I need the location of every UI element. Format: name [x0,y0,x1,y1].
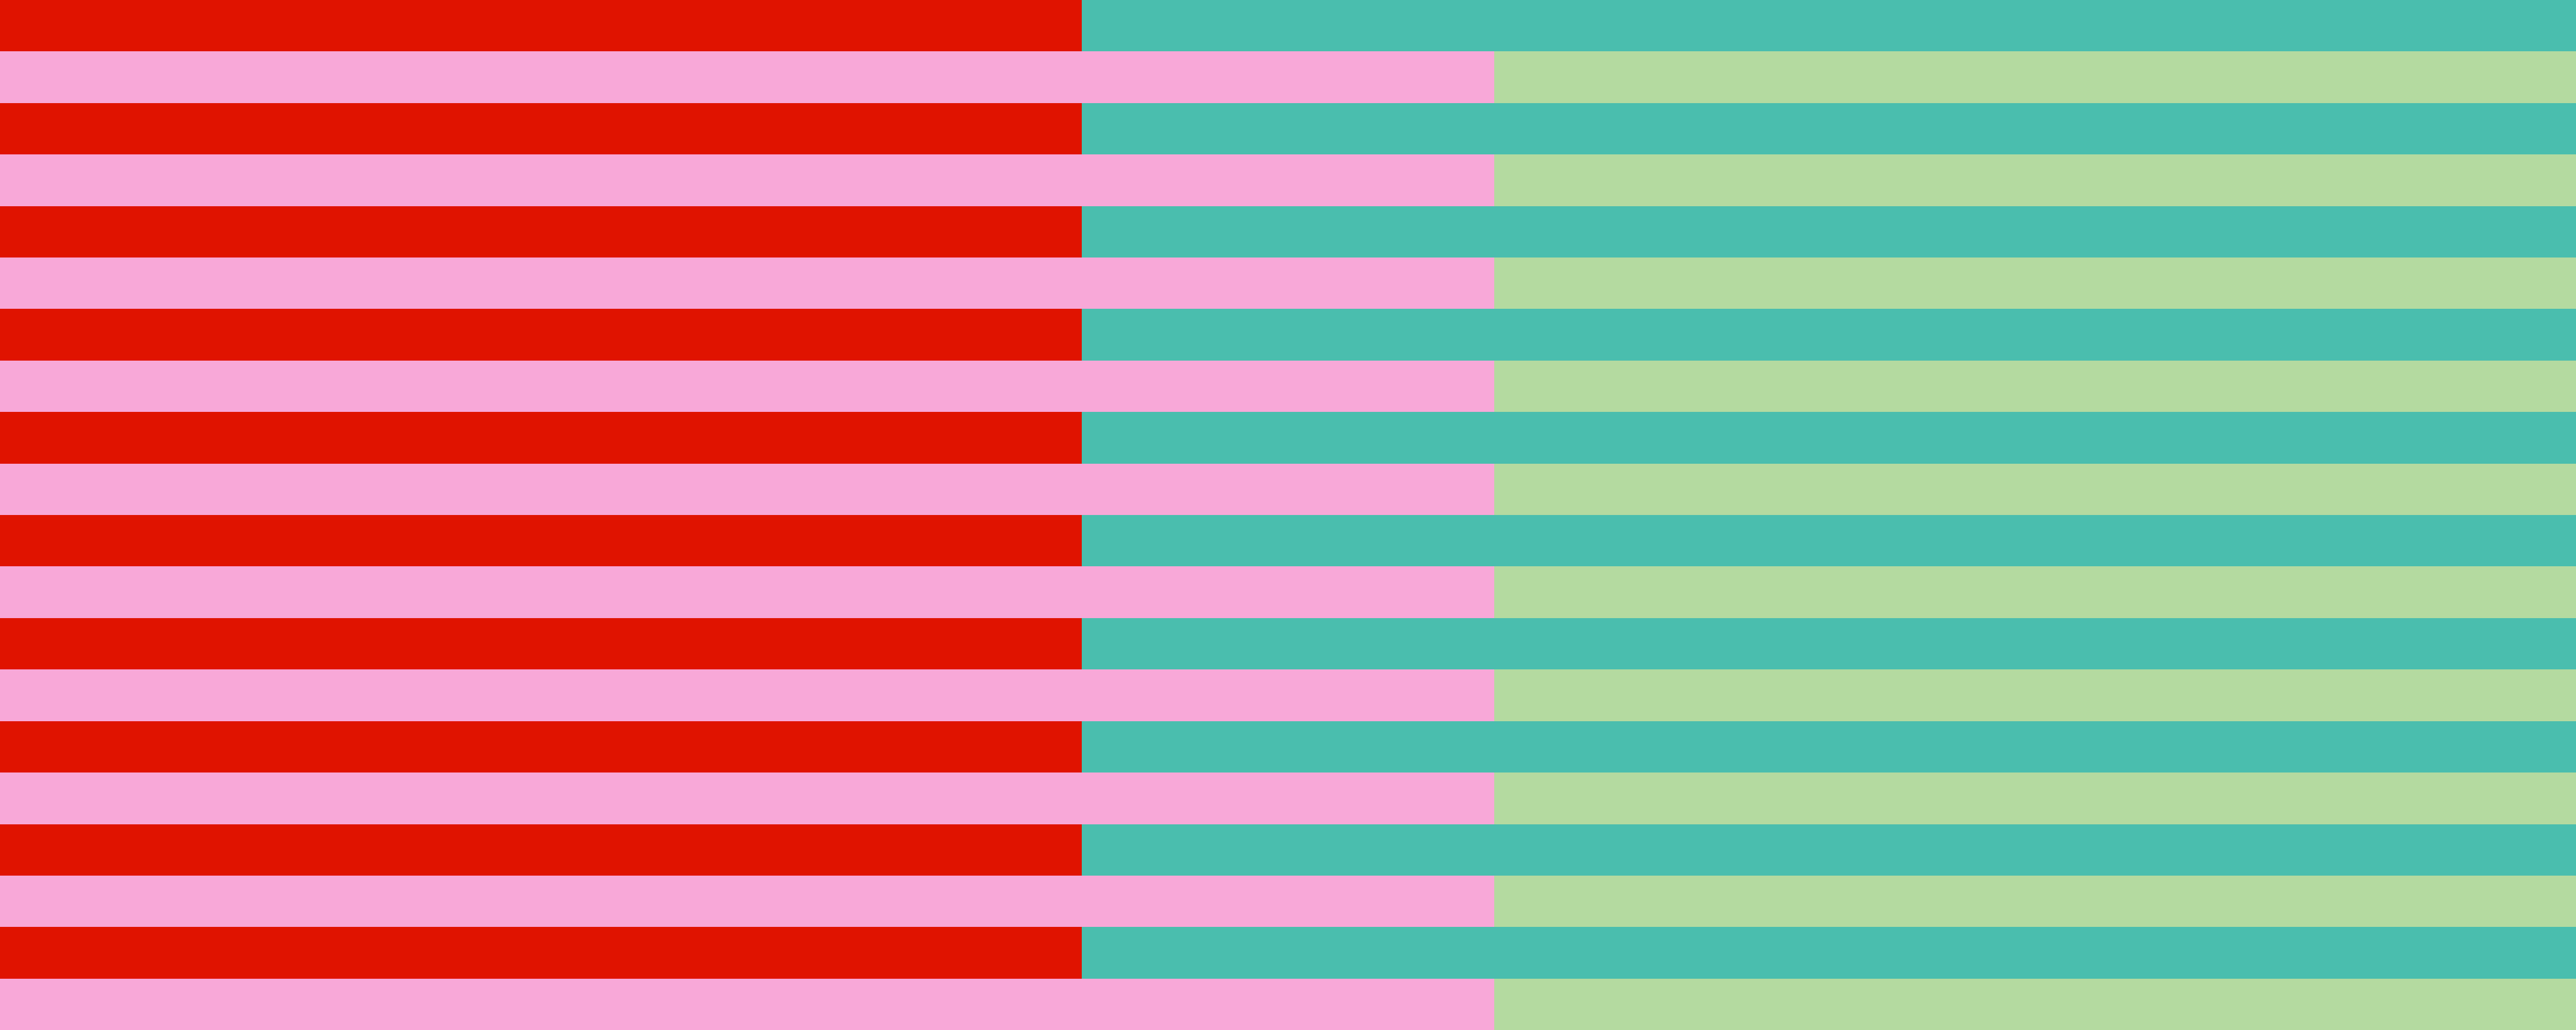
stripe-row [0,154,2576,206]
stripe-right-segment [1494,566,2576,618]
stripe-row [0,206,2576,258]
stripe-row [0,772,2576,824]
stripe-left-segment [0,824,1082,876]
stripe-left-segment [0,412,1082,464]
stripe-row [0,412,2576,464]
stripe-row [0,360,2576,412]
stripe-right-segment [1494,669,2576,721]
stripe-row [0,566,2576,618]
stripe-right-segment [1494,875,2576,927]
stripe-row [0,669,2576,721]
stripe-row [0,721,2576,773]
stripe-row [0,927,2576,979]
stripe-left-segment [0,103,1082,155]
stripe-left-segment [0,463,1494,516]
stripe-right-segment [1082,618,2576,670]
stripe-left-segment [0,360,1494,412]
stripe-left-segment [0,927,1082,979]
stripe-right-segment [1082,412,2576,464]
stripe-left-segment [0,566,1494,618]
stripe-right-segment [1494,258,2576,309]
stripe-right-segment [1082,309,2576,361]
stripe-left-segment [0,772,1494,824]
stripe-left-segment [0,51,1494,103]
stripe-right-segment [1494,463,2576,516]
stripe-left-segment [0,669,1494,721]
stripe-row [0,309,2576,361]
stripe-row [0,618,2576,670]
stripe-row [0,103,2576,155]
stripe-right-segment [1082,721,2576,773]
stripe-left-segment [0,309,1082,361]
stripe-left-segment [0,0,1082,52]
stripe-left-segment [0,515,1082,567]
stripe-row [0,258,2576,309]
stripe-row [0,515,2576,567]
stripe-right-segment [1082,927,2576,979]
stripe-left-segment [0,154,1494,206]
stripe-right-segment [1082,103,2576,155]
stripe-left-segment [0,618,1082,670]
stripe-right-segment [1494,360,2576,412]
stripe-left-segment [0,875,1494,927]
stripe-right-segment [1082,824,2576,876]
stripe-row [0,0,2576,52]
stripe-right-segment [1494,51,2576,103]
stripe-right-segment [1494,978,2576,1030]
stripe-left-segment [0,978,1494,1030]
stripe-right-segment [1494,154,2576,206]
stripe-row [0,875,2576,927]
stripe-left-segment [0,206,1082,258]
stripe-right-segment [1082,206,2576,258]
stripe-right-segment [1082,0,2576,52]
stripe-row [0,978,2576,1030]
stripe-left-segment [0,258,1494,309]
stripe-row [0,463,2576,516]
stripe-left-segment [0,721,1082,773]
stripe-row [0,824,2576,876]
stripe-right-segment [1082,515,2576,567]
stripe-right-segment [1494,772,2576,824]
stripe-row [0,51,2576,103]
